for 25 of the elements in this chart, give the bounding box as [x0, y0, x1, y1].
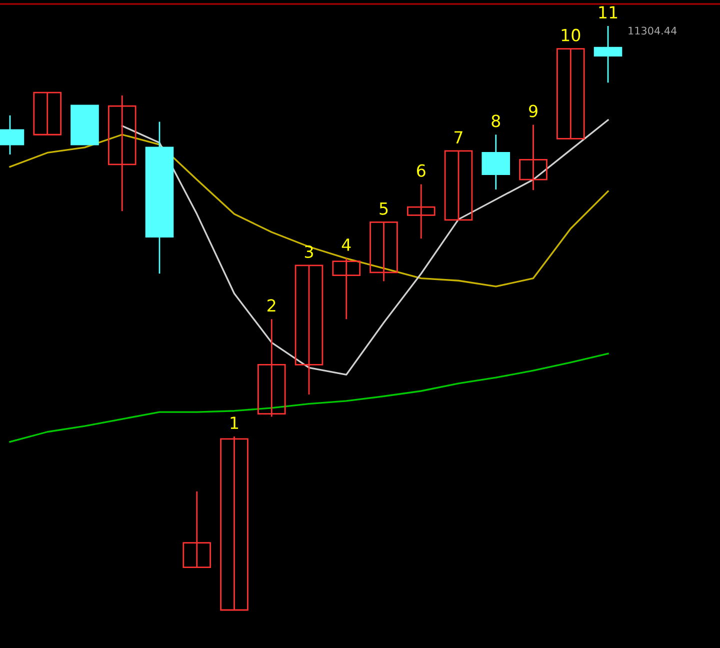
candlestick: [519, 124, 548, 191]
candlestick: [594, 26, 622, 84]
annotation: 3: [304, 245, 313, 258]
candlestick: [33, 92, 62, 136]
annotation: 2: [268, 299, 276, 312]
annotation: 9: [529, 104, 538, 118]
candlestick: [556, 48, 585, 140]
candlestick: [444, 150, 473, 221]
candlestick: [370, 222, 398, 282]
annotation: 1: [230, 416, 238, 429]
candlestick: [294, 264, 324, 396]
annotation: 4: [342, 238, 351, 251]
annotation: 8: [492, 114, 500, 128]
text: 11304.44: [628, 26, 677, 35]
candlestick: [182, 490, 212, 568]
annotation: 6: [416, 164, 426, 177]
annotation: 10: [562, 28, 580, 42]
candlestick: [406, 184, 436, 240]
candlestick: [257, 318, 286, 418]
candlestick: [332, 258, 361, 320]
annotation: 7: [454, 131, 462, 144]
annotation: 5: [380, 202, 388, 215]
candlestick: [220, 436, 248, 611]
text: 11: [599, 6, 618, 18]
candlestick: [108, 94, 136, 212]
